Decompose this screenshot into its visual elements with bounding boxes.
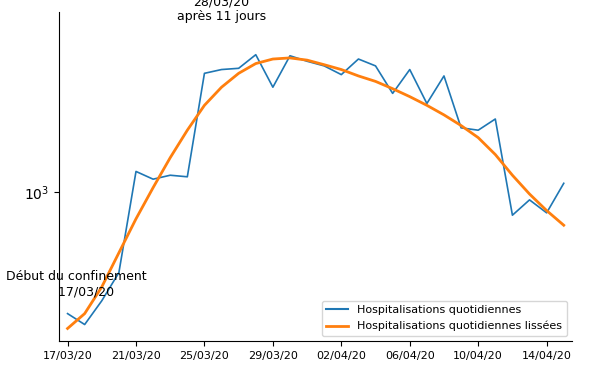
Hospitalisations quotidiennes lissées — [287, 55, 294, 60]
Hospitalisations quotidiennes lissées — [492, 152, 499, 157]
Hospitalisations quotidiennes lissées — [321, 62, 328, 67]
Hospitalisations quotidiennes — [355, 57, 362, 61]
Hospitalisations quotidiennes lissées — [98, 284, 106, 289]
Hospitalisations quotidiennes — [440, 74, 447, 78]
Hospitalisations quotidiennes lissées — [201, 103, 208, 107]
Hospitalisations quotidiennes lissées — [252, 61, 259, 66]
Hospitalisations quotidiennes — [543, 211, 550, 215]
Hospitalisations quotidiennes lissées — [269, 57, 276, 61]
Hospitalisations quotidiennes lissées — [116, 251, 123, 255]
Hospitalisations quotidiennes — [150, 177, 157, 182]
Hospitalisations quotidiennes lissées — [81, 311, 88, 316]
Hospitalisations quotidiennes lissées — [218, 85, 225, 90]
Hospitalisations quotidiennes — [406, 67, 413, 72]
Hospitalisations quotidiennes — [81, 322, 88, 327]
Hospitalisations quotidiennes lissées — [543, 208, 550, 213]
Hospitalisations quotidiennes lissées — [150, 185, 157, 190]
Hospitalisations quotidiennes — [304, 59, 311, 64]
Hospitalisations quotidiennes — [458, 126, 465, 130]
Hospitalisations quotidiennes lissées — [424, 103, 431, 107]
Hospitalisations quotidiennes — [492, 117, 499, 121]
Hospitalisations quotidiennes lissées — [560, 223, 568, 227]
Hospitalisations quotidiennes — [560, 181, 568, 185]
Hospitalisations quotidiennes lissées — [337, 67, 345, 72]
Hospitalisations quotidiennes — [235, 66, 242, 71]
Line: Hospitalisations quotidiennes: Hospitalisations quotidiennes — [67, 55, 564, 324]
Hospitalisations quotidiennes — [474, 128, 481, 133]
Hospitalisations quotidiennes — [269, 85, 276, 90]
Text: Début du confinement
     17/03/20: Début du confinement 17/03/20 — [6, 270, 146, 298]
Hospitalisations quotidiennes — [509, 213, 516, 218]
Hospitalisations quotidiennes — [389, 91, 396, 96]
Hospitalisations quotidiennes — [132, 169, 140, 174]
Hospitalisations quotidiennes — [372, 64, 379, 68]
Hospitalisations quotidiennes lissées — [132, 217, 140, 221]
Hospitalisations quotidiennes — [201, 71, 208, 76]
Hospitalisations quotidiennes lissées — [183, 128, 191, 133]
Hospitalisations quotidiennes lissées — [526, 192, 533, 196]
Hospitalisations quotidiennes — [98, 298, 106, 303]
Hospitalisations quotidiennes — [166, 173, 173, 178]
Hospitalisations quotidiennes lissées — [235, 71, 242, 76]
Hospitalisations quotidiennes — [64, 311, 71, 316]
Hospitalisations quotidiennes — [218, 67, 225, 72]
Hospitalisations quotidiennes lissées — [474, 135, 481, 140]
Hospitalisations quotidiennes lissées — [509, 173, 516, 178]
Line: Hospitalisations quotidiennes lissées: Hospitalisations quotidiennes lissées — [67, 58, 564, 329]
Hospitalisations quotidiennes lissées — [372, 79, 379, 84]
Hospitalisations quotidiennes — [252, 52, 259, 57]
Hospitalisations quotidiennes lissées — [304, 58, 311, 62]
Hospitalisations quotidiennes — [287, 54, 294, 58]
Hospitalisations quotidiennes lissées — [166, 155, 173, 160]
Text: Maximum
28/03/20
après 11 jours: Maximum 28/03/20 après 11 jours — [177, 0, 266, 23]
Hospitalisations quotidiennes — [337, 72, 345, 77]
Hospitalisations quotidiennes — [116, 270, 123, 275]
Hospitalisations quotidiennes — [321, 64, 328, 68]
Hospitalisations quotidiennes — [183, 175, 191, 179]
Hospitalisations quotidiennes — [526, 197, 533, 202]
Hospitalisations quotidiennes — [424, 101, 431, 106]
Hospitalisations quotidiennes lissées — [389, 87, 396, 91]
Hospitalisations quotidiennes lissées — [355, 74, 362, 78]
Hospitalisations quotidiennes lissées — [406, 94, 413, 99]
Hospitalisations quotidiennes lissées — [64, 326, 71, 331]
Hospitalisations quotidiennes lissées — [458, 123, 465, 128]
Legend: Hospitalisations quotidiennes, Hospitalisations quotidiennes lissées: Hospitalisations quotidiennes, Hospitali… — [322, 301, 567, 336]
Hospitalisations quotidiennes lissées — [440, 113, 447, 117]
